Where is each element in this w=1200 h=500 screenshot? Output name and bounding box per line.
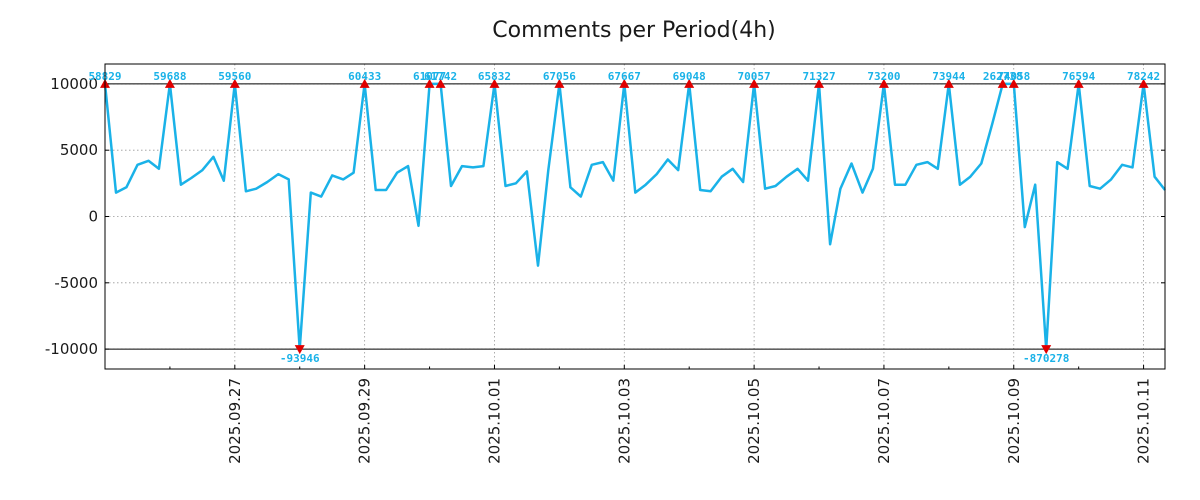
- y-tick-label: -5000: [54, 274, 98, 292]
- peak-marker-up: [814, 78, 825, 88]
- peak-value-label: -870278: [1023, 352, 1069, 365]
- peak-marker-up: [424, 78, 435, 88]
- peak-value-label: 71327: [802, 70, 835, 83]
- peak-value-label: 73944: [932, 70, 965, 83]
- peak-value-label: 67667: [608, 70, 641, 83]
- y-axis-ticks: 10000 5000 0 -5000 -10000: [45, 75, 1165, 358]
- grid-lines: [105, 64, 1165, 369]
- plot-frame: [104, 63, 1166, 370]
- x-tick-label: 2025.10.11: [1135, 378, 1153, 464]
- peak-value-label: 262738: [983, 70, 1023, 83]
- peak-value-label: 69048: [673, 70, 706, 83]
- y-tick-label: 5000: [60, 141, 98, 159]
- peak-markers: [100, 78, 1149, 355]
- trough-marker-down: [1041, 345, 1052, 355]
- x-tick-label: 2025.09.29: [356, 378, 374, 464]
- clip-reference-lines: [105, 83, 1165, 350]
- x-tick-label: 2025.10.01: [485, 378, 503, 464]
- peak-marker-up: [619, 78, 630, 88]
- x-tick-label: 2025.10.03: [615, 378, 633, 464]
- peak-marker-up: [1073, 78, 1084, 88]
- peak-marker-up: [229, 78, 240, 88]
- x-axis-ticks: 2025.09.27 2025.09.29 2025.10.01 2025.10.03…: [169, 365, 1153, 464]
- peak-marker-up: [554, 78, 565, 88]
- peak-value-label: 61077: [413, 70, 446, 83]
- peak-value-label: 59560: [218, 70, 251, 83]
- peak-value-label: 60433: [348, 70, 381, 83]
- x-tick-label: 2025.09.27: [226, 378, 244, 464]
- peak-value-label: 78242: [1127, 70, 1160, 83]
- peak-marker-up: [164, 78, 175, 88]
- peak-value-label: 67056: [543, 70, 576, 83]
- peak-marker-up: [684, 78, 695, 88]
- peak-marker-up: [997, 78, 1008, 88]
- peak-marker-up: [749, 78, 760, 88]
- peak-marker-up: [943, 78, 954, 88]
- peak-marker-up: [359, 78, 370, 88]
- peak-marker-up: [1138, 78, 1149, 88]
- peak-marker-up: [878, 78, 889, 88]
- peak-value-label: 70057: [738, 70, 771, 83]
- peak-value-label: -93946: [280, 352, 320, 365]
- peak-marker-up: [1008, 78, 1019, 88]
- y-tick-label: 10000: [50, 75, 98, 93]
- peak-value-label: 65832: [478, 70, 511, 83]
- series-layer: [103, 82, 1166, 351]
- y-tick-label: 0: [88, 208, 98, 226]
- x-tick-label: 2025.10.05: [745, 378, 763, 464]
- peak-value-label: 76594: [1062, 70, 1095, 83]
- series-line-comments: [103, 82, 1166, 351]
- trough-marker-down: [294, 345, 305, 355]
- peak-value-label: 74058: [997, 70, 1030, 83]
- peak-marker-up: [489, 78, 500, 88]
- peak-value-label: 59688: [153, 70, 186, 83]
- peak-marker-up: [435, 78, 446, 88]
- peak-value-label: 73200: [867, 70, 900, 83]
- chart-title: Comments per Period(4h): [492, 18, 776, 43]
- x-tick-label: 2025.10.09: [1005, 378, 1023, 464]
- x-tick-label: 2025.10.07: [875, 378, 893, 464]
- y-tick-label: -10000: [45, 340, 98, 358]
- peak-value-label: 61742: [424, 70, 457, 83]
